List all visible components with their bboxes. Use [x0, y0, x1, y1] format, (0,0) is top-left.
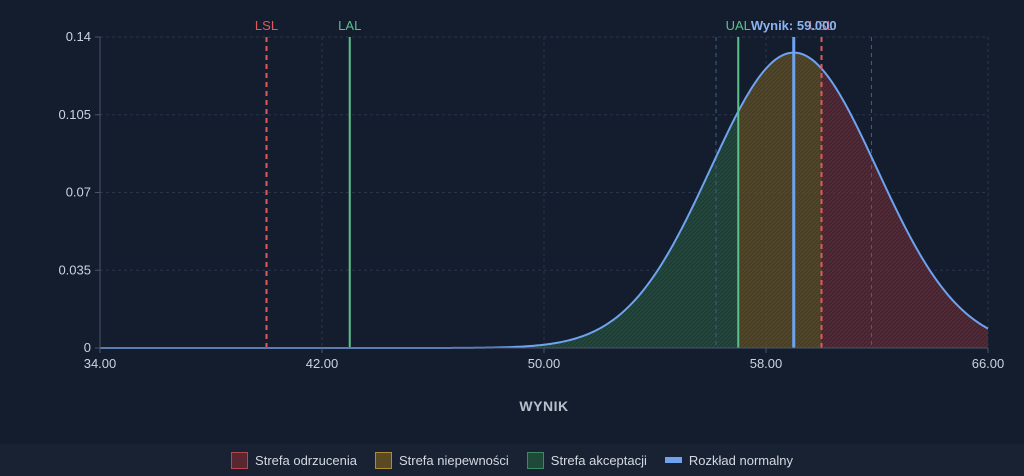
zones [349, 52, 988, 349]
uncertainty-bounds [715, 37, 872, 348]
zone-hatch [349, 111, 739, 349]
x-axis-title: WYNIK [519, 398, 568, 414]
y-tick-label: 0.105 [58, 107, 91, 122]
y-tick-label: 0.07 [66, 185, 91, 200]
limit-label-ual: UAL [726, 18, 751, 33]
x-tick-label: 50.00 [528, 356, 561, 371]
axes: 34.00 42.00 50.00 58.00 66.00 0 0.035 0.07 0.105… [58, 29, 1004, 371]
x-tick-label: 66.00 [972, 356, 1005, 371]
x-tick-label: 58.00 [750, 356, 783, 371]
result-label: Wynik: 59.000 [751, 18, 837, 33]
x-tick-label: 34.00 [84, 356, 117, 371]
legend-item[interactable]: Strefa akceptacji [526, 451, 647, 469]
limit-label-usl: USL [809, 18, 834, 33]
legend-swatch [374, 451, 392, 469]
zone-hatch [821, 68, 988, 348]
zone-hatch [738, 52, 822, 349]
x-tick-label: 42.00 [306, 356, 339, 371]
y-tick-label: 0 [84, 340, 91, 355]
legend: Strefa odrzucenia Strefa niepewności Stref… [0, 444, 1024, 476]
legend-label: Strefa niepewności [398, 452, 509, 468]
legend-item[interactable]: Rozkład normalny [664, 452, 793, 468]
legend-item[interactable]: Strefa niepewności [374, 451, 509, 469]
legend-swatch [526, 451, 544, 469]
legend-swatch [231, 451, 249, 469]
legend-label: Strefa akceptacji [550, 452, 647, 468]
legend-item[interactable]: Strefa odrzucenia [231, 451, 357, 469]
legend-label: Rozkład normalny [688, 452, 793, 468]
y-tick-label: 0.14 [66, 29, 91, 44]
y-tick-label: 0.035 [58, 262, 91, 277]
legend-swatch [664, 457, 682, 463]
limit-label-lsl: LSL [255, 18, 278, 33]
legend-label: Strefa odrzucenia [255, 452, 357, 468]
limit-label-lal: LAL [338, 18, 361, 33]
